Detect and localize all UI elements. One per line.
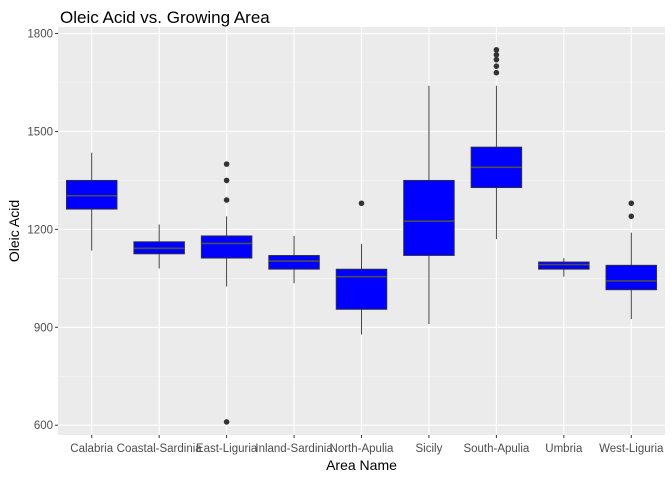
outlier-point [223, 419, 230, 425]
x-tick-label: Sicily [416, 443, 443, 455]
outlier-point [493, 47, 500, 53]
x-tick-label: South-Apulia [463, 443, 529, 455]
outlier-point [223, 161, 230, 167]
y-tick-label: 1500 [27, 126, 53, 138]
outlier-point [628, 213, 635, 220]
box-group [268, 235, 320, 284]
box-group [605, 200, 658, 320]
box-group [470, 47, 523, 240]
box-rect [268, 255, 320, 270]
outlier-point [493, 51, 500, 58]
outlier-point [493, 56, 500, 63]
box-rect [200, 235, 253, 259]
box-layer [65, 47, 658, 425]
box-rect [335, 268, 388, 310]
y-tick-label: 900 [34, 322, 53, 334]
x-tick-label: East-Liguria [196, 443, 258, 455]
box-rect [65, 179, 118, 210]
box-rect [605, 264, 658, 291]
outlier-point [493, 63, 500, 69]
y-tick-label: 1200 [27, 224, 53, 236]
box-group [403, 85, 455, 325]
y-tick-label: 1800 [27, 29, 53, 41]
box-group [335, 200, 388, 335]
box-rect [403, 179, 455, 256]
axis-layer: 600 900 1200 1500 1800 Calabria Coastal-Sardin… [27, 29, 664, 455]
box-group [538, 258, 590, 277]
x-tick-label: Calabria [70, 443, 113, 455]
chart-title: Oleic Acid vs. Growing Area [60, 8, 270, 27]
outlier-point [628, 200, 635, 207]
x-tick-label: Inland-Sardinia [255, 443, 333, 455]
x-tick-label: West-Liguria [599, 443, 664, 455]
x-tick-label: Umbria [545, 443, 583, 455]
y-tick-label: 600 [34, 420, 53, 432]
box-group [133, 224, 185, 269]
box-group [200, 161, 253, 425]
outlier-point [223, 177, 230, 184]
box-group [65, 152, 118, 251]
box-rect [538, 261, 590, 270]
outlier-point [358, 200, 365, 207]
y-axis-title: Oleic Acid [6, 200, 22, 262]
x-tick-label: North-Apulia [330, 443, 395, 455]
outlier-point [493, 69, 500, 76]
x-tick-label: Coastal-Sardinia [117, 443, 203, 455]
outlier-point [223, 197, 230, 203]
x-axis-title: Area Name [326, 457, 397, 473]
